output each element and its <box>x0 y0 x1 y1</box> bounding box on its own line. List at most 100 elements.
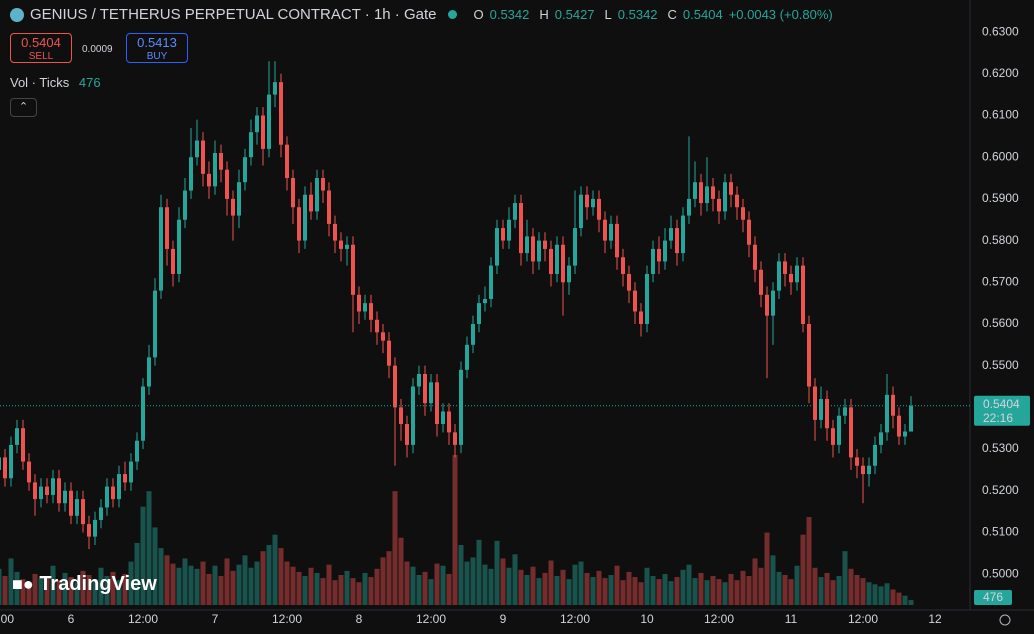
dot <box>448 10 458 19</box>
candle-body <box>645 273 649 324</box>
ohlc-value: 0.5342 <box>617 7 658 22</box>
y-tick-label: 0.6000 <box>982 149 1019 163</box>
volume-bar <box>44 576 50 605</box>
header: GENIUS / TETHERUS PERPETUAL CONTRACT · 1… <box>10 6 833 23</box>
volume-bar <box>908 600 914 605</box>
volume-bar <box>356 582 362 605</box>
volume-bar <box>350 578 356 605</box>
candle-body <box>351 244 355 295</box>
candle-body <box>657 248 661 262</box>
volume-bar <box>332 580 338 605</box>
volume-bar <box>26 582 32 605</box>
volume-bar <box>698 572 704 605</box>
x-tick-label: 12:00 <box>128 612 158 626</box>
volume-bar <box>692 578 698 605</box>
volume-bar <box>728 573 734 605</box>
volume-bar <box>386 551 392 605</box>
volume-bar <box>260 551 266 605</box>
volume-bar <box>278 548 284 605</box>
candle-body <box>303 194 307 241</box>
volume-bar <box>452 455 458 605</box>
candle-body <box>171 248 175 274</box>
volume-bar <box>494 540 500 605</box>
candle-body <box>735 194 739 208</box>
x-tick-label: 10 <box>640 612 654 626</box>
volume-bar <box>296 571 302 605</box>
candle-body <box>423 374 427 404</box>
candle-body <box>855 457 859 466</box>
candle-body <box>111 486 115 500</box>
volume-bar <box>722 582 728 605</box>
volume-bar <box>482 564 488 605</box>
countdown: 22:16 <box>983 411 1013 425</box>
volume-bar <box>566 579 572 605</box>
candle-body <box>33 482 37 500</box>
candle-body <box>255 115 259 133</box>
candle-body <box>555 244 559 274</box>
volume-bar <box>890 589 896 605</box>
volume-bar <box>884 583 890 605</box>
buy-label: BUY <box>146 51 168 62</box>
candle-body <box>543 240 547 249</box>
candle-body <box>585 194 589 208</box>
candle-body <box>321 178 325 191</box>
volume-bar <box>86 575 92 605</box>
volume-bar <box>128 561 134 605</box>
candle-body <box>795 265 799 283</box>
volume-bar <box>254 561 260 605</box>
volume-bar <box>458 545 464 605</box>
candle-body <box>507 219 511 241</box>
candle-body <box>447 411 451 433</box>
candle-body <box>741 207 745 220</box>
volume-value: 476 <box>78 75 101 90</box>
volume-bar <box>218 576 224 605</box>
x-tick-label: 7 <box>212 612 219 626</box>
candle-body <box>615 223 619 258</box>
candle-body <box>675 228 679 254</box>
candle-body <box>831 428 835 445</box>
y-tick-label: 0.5600 <box>982 316 1019 330</box>
volume-bar <box>464 561 470 605</box>
volume-bar <box>344 570 350 605</box>
volume-bar <box>488 568 494 605</box>
volume-bar <box>794 565 800 605</box>
volume-bar <box>704 580 710 605</box>
candle-body <box>273 82 277 95</box>
volume-tag-value: 476 <box>983 590 1003 604</box>
candle-body <box>681 215 685 254</box>
candle-body <box>417 374 421 387</box>
volume-bar <box>422 571 428 605</box>
candle-body <box>237 182 241 216</box>
volume-bar <box>32 573 38 605</box>
buy-button[interactable]: 0.5413 BUY <box>126 33 188 63</box>
y-tick-label: 0.6100 <box>982 108 1019 122</box>
ohlc-label: L <box>604 7 612 22</box>
price-tag-value: 0.5404 <box>983 397 1020 411</box>
volume-bar <box>674 577 680 605</box>
volume-bar <box>812 567 818 605</box>
candle-body <box>393 365 397 408</box>
volume-bar <box>650 576 656 605</box>
candle-body <box>207 173 211 187</box>
sell-button[interactable]: 0.5404 SELL <box>10 33 72 63</box>
volume-bar <box>506 567 512 605</box>
candle-body <box>771 290 775 316</box>
volume-bar <box>662 573 668 605</box>
candle-body <box>285 144 289 179</box>
y-tick-label: 0.5900 <box>982 191 1019 205</box>
volume-bar <box>590 577 596 605</box>
candle-body <box>105 486 109 508</box>
volume-bar <box>8 558 14 605</box>
volume-bar <box>326 564 332 605</box>
candle-body <box>435 382 439 425</box>
candle-body <box>633 290 637 312</box>
collapse-button[interactable]: ⌃ <box>10 98 37 117</box>
volume-bar <box>0 568 2 605</box>
x-tick-label: 12:00 <box>704 612 734 626</box>
volume-bar <box>878 586 884 605</box>
volume-bar <box>848 568 854 605</box>
candle-body <box>765 294 769 316</box>
volume-bar <box>404 561 410 605</box>
volume-bar <box>470 557 476 605</box>
